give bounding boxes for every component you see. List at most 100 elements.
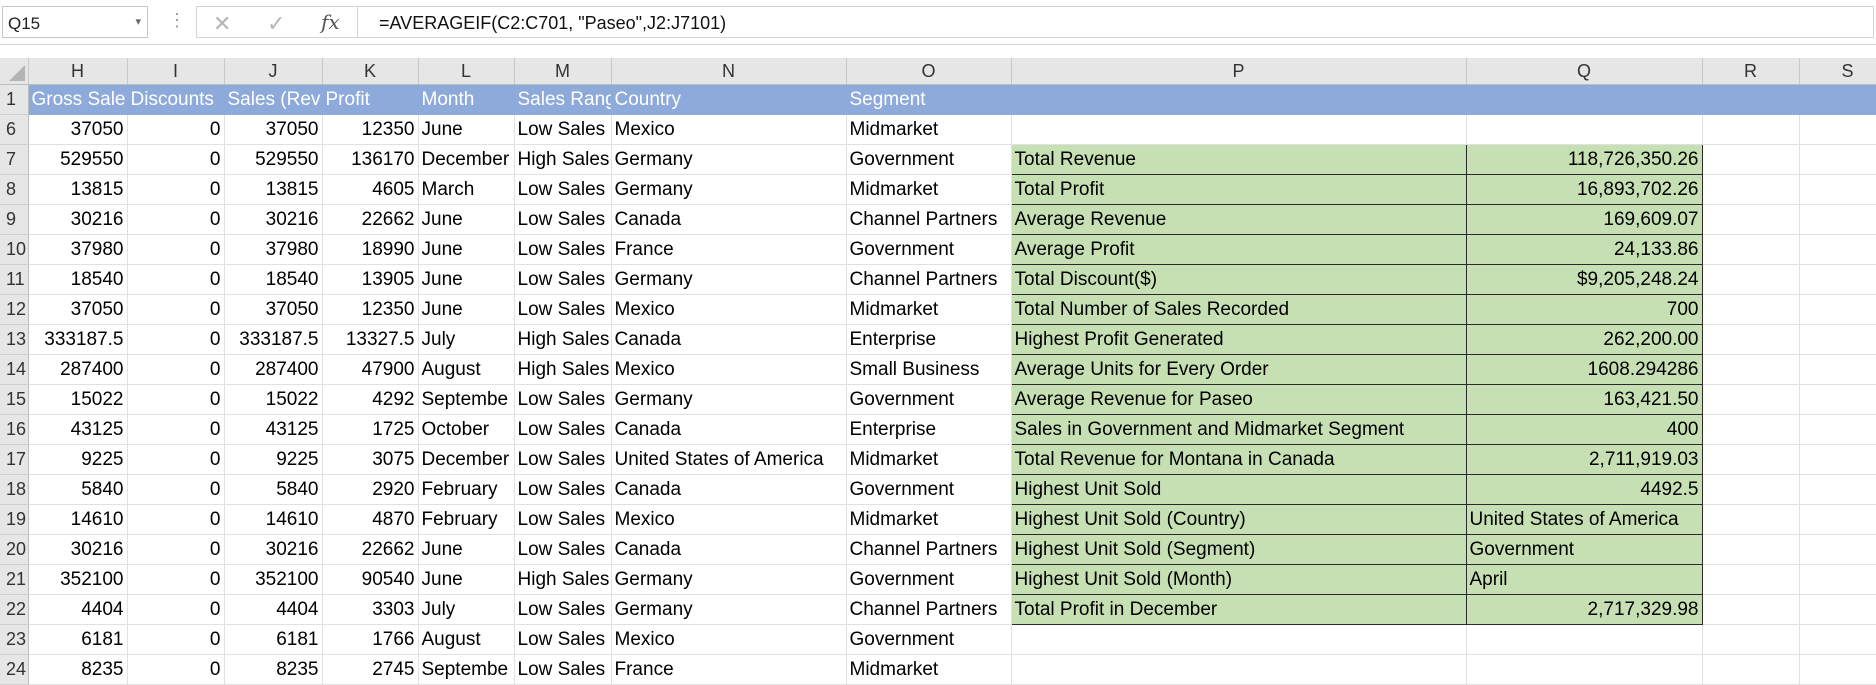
summary-value[interactable]: 118,726,350.26 bbox=[1465, 144, 1703, 175]
summary-value[interactable]: 163,421.50 bbox=[1465, 384, 1703, 415]
summary-label[interactable]: Total Revenue bbox=[1010, 144, 1467, 175]
grid-cell[interactable]: June bbox=[418, 234, 515, 265]
grid-cell[interactable]: Mexico bbox=[611, 504, 847, 535]
summary-label[interactable]: Total Profit bbox=[1010, 174, 1467, 205]
grid-cell[interactable]: High Sales bbox=[514, 324, 612, 355]
grid-cell[interactable]: 0 bbox=[127, 504, 225, 535]
grid-cell[interactable]: Low Sales bbox=[514, 504, 612, 535]
grid-cell[interactable] bbox=[1799, 264, 1876, 295]
grid-cell[interactable]: Canada bbox=[611, 474, 847, 505]
grid-cell[interactable]: 6181 bbox=[28, 624, 128, 655]
grid-cell[interactable]: June bbox=[418, 564, 515, 595]
grid-cell[interactable]: Low Sales bbox=[514, 234, 612, 265]
grid-cell[interactable]: 0 bbox=[127, 594, 225, 625]
grid-cell[interactable]: High Sales bbox=[514, 354, 612, 385]
grid-cell[interactable] bbox=[1799, 474, 1876, 505]
grid-cell[interactable] bbox=[1799, 624, 1876, 655]
column-header[interactable]: H bbox=[28, 58, 128, 85]
summary-value[interactable]: 400 bbox=[1465, 414, 1703, 445]
grid-cell[interactable] bbox=[1011, 654, 1467, 685]
header-cell[interactable]: Sales (Rev bbox=[224, 84, 323, 115]
column-header[interactable]: Q bbox=[1466, 58, 1703, 85]
row-number[interactable]: 23 bbox=[0, 624, 29, 655]
grid-cell[interactable]: 15022 bbox=[28, 384, 128, 415]
grid-cell[interactable] bbox=[1799, 504, 1876, 535]
row-number[interactable]: 15 bbox=[0, 384, 29, 415]
grid-cell[interactable] bbox=[1702, 504, 1800, 535]
summary-label[interactable]: Sales in Government and Midmarket Segmen… bbox=[1010, 414, 1467, 445]
grid-cell[interactable]: 0 bbox=[127, 294, 225, 325]
grid-cell[interactable]: 1766 bbox=[322, 624, 419, 655]
summary-label[interactable]: Highest Unit Sold bbox=[1010, 474, 1467, 505]
header-cell[interactable]: Discounts bbox=[127, 84, 225, 115]
row-number[interactable]: 20 bbox=[0, 534, 29, 565]
summary-label[interactable]: Average Revenue bbox=[1010, 204, 1467, 235]
grid-cell[interactable]: Low Sales bbox=[514, 204, 612, 235]
grid-cell[interactable]: Low Sales bbox=[514, 174, 612, 205]
grid-cell[interactable]: 0 bbox=[127, 384, 225, 415]
header-cell[interactable]: Segment bbox=[846, 84, 1012, 115]
grid-cell[interactable]: High Sales bbox=[514, 144, 612, 175]
row-number[interactable]: 1 bbox=[0, 84, 29, 115]
grid-cell[interactable]: 333187.5 bbox=[224, 324, 323, 355]
grid-cell[interactable] bbox=[1799, 444, 1876, 475]
select-all-icon[interactable] bbox=[8, 65, 25, 81]
row-number[interactable]: 14 bbox=[0, 354, 29, 385]
grid-cell[interactable] bbox=[1799, 594, 1876, 625]
grid-cell[interactable]: Government bbox=[846, 144, 1012, 175]
grid-cell[interactable] bbox=[1702, 654, 1800, 685]
grid-cell[interactable]: Government bbox=[846, 624, 1012, 655]
grid-cell[interactable] bbox=[1702, 414, 1800, 445]
grid-cell[interactable]: Midmarket bbox=[846, 654, 1012, 685]
summary-value[interactable]: 2,711,919.03 bbox=[1465, 444, 1703, 475]
grid-cell[interactable]: Low Sales bbox=[514, 264, 612, 295]
grid-cell[interactable]: 9225 bbox=[28, 444, 128, 475]
grid-cell[interactable] bbox=[1799, 234, 1876, 265]
grid-cell[interactable]: Low Sales bbox=[514, 114, 612, 145]
grid-cell[interactable]: 4404 bbox=[28, 594, 128, 625]
grid-cell[interactable]: Canada bbox=[611, 324, 847, 355]
drag-handle-icon[interactable]: ⋮ bbox=[168, 10, 186, 30]
grid-cell[interactable] bbox=[1702, 174, 1800, 205]
grid-cell[interactable]: 37050 bbox=[28, 114, 128, 145]
grid-cell[interactable] bbox=[1799, 144, 1876, 175]
grid-cell[interactable]: 3303 bbox=[322, 594, 419, 625]
grid-cell[interactable] bbox=[1702, 204, 1800, 235]
summary-value[interactable]: April bbox=[1465, 564, 1703, 595]
header-cell[interactable]: Profit bbox=[322, 84, 419, 115]
grid-cell[interactable] bbox=[1011, 114, 1467, 145]
grid-cell[interactable]: 13815 bbox=[224, 174, 323, 205]
row-number[interactable]: 18 bbox=[0, 474, 29, 505]
grid-cell[interactable]: Channel Partners bbox=[846, 264, 1012, 295]
header-cell[interactable]: Month bbox=[418, 84, 515, 115]
grid-cell[interactable]: 529550 bbox=[224, 144, 323, 175]
summary-label[interactable]: Total Revenue for Montana in Canada bbox=[1010, 444, 1467, 475]
grid-cell[interactable]: 37050 bbox=[224, 114, 323, 145]
grid-cell[interactable]: 0 bbox=[127, 144, 225, 175]
grid-cell[interactable]: Small Business bbox=[846, 354, 1012, 385]
grid-cell[interactable]: Mexico bbox=[611, 294, 847, 325]
grid-cell[interactable] bbox=[1799, 534, 1876, 565]
grid-cell[interactable]: 4404 bbox=[224, 594, 323, 625]
column-header[interactable]: M bbox=[514, 58, 612, 85]
grid-cell[interactable]: Low Sales bbox=[514, 294, 612, 325]
grid-cell[interactable]: December bbox=[418, 144, 515, 175]
grid-cell[interactable] bbox=[1702, 474, 1800, 505]
grid-cell[interactable] bbox=[1799, 654, 1876, 685]
grid-cell[interactable] bbox=[1799, 114, 1876, 145]
grid-cell[interactable]: 9225 bbox=[224, 444, 323, 475]
check-icon[interactable]: ✓ bbox=[267, 11, 286, 36]
grid-cell[interactable] bbox=[1799, 294, 1876, 325]
grid-cell[interactable]: Government bbox=[846, 474, 1012, 505]
column-header[interactable]: L bbox=[418, 58, 515, 85]
row-number[interactable]: 8 bbox=[0, 174, 29, 205]
name-box[interactable]: Q15 ▾ bbox=[2, 6, 148, 38]
grid-cell[interactable]: Low Sales bbox=[514, 444, 612, 475]
row-number[interactable]: 13 bbox=[0, 324, 29, 355]
summary-label[interactable]: Highest Unit Sold (Month) bbox=[1010, 564, 1467, 595]
summary-label[interactable]: Total Discount($) bbox=[1010, 264, 1467, 295]
grid-cell[interactable]: 43125 bbox=[28, 414, 128, 445]
grid-cell[interactable]: Canada bbox=[611, 204, 847, 235]
formula-input[interactable]: =AVERAGEIF(C2:C701, "Paseo",J2:J7101) bbox=[357, 6, 1874, 38]
grid-cell[interactable]: Midmarket bbox=[846, 114, 1012, 145]
